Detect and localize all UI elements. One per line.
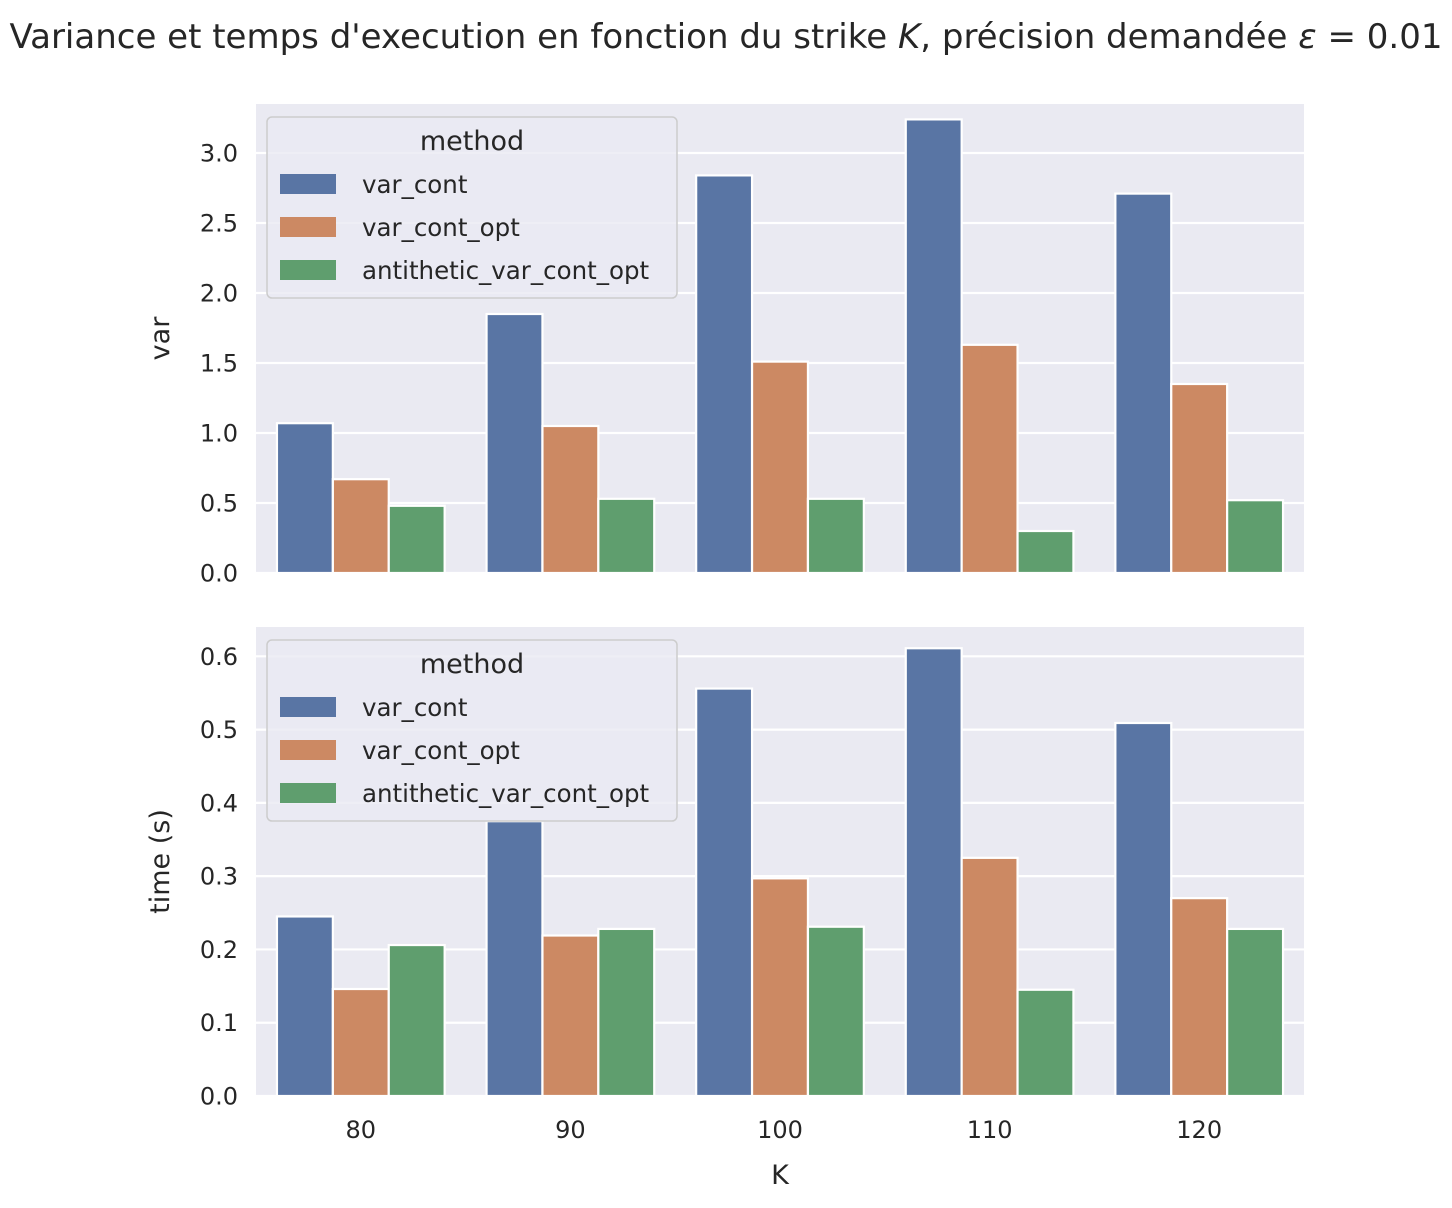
bar-antithetic_var_cont_opt-80: [387, 943, 446, 1098]
bar-var_cont-110: [904, 647, 963, 1098]
legend-label-antithetic_var_cont_opt: antithetic_var_cont_opt: [362, 256, 650, 285]
y-tick-label: 0.0: [200, 560, 238, 588]
legend-frame: [266, 639, 678, 822]
bar-var_cont_opt-90: [541, 424, 600, 575]
legend-swatch-var_cont: [280, 174, 336, 194]
y-tick-label: 0.1: [200, 1009, 238, 1037]
bar-var_cont-80: [275, 915, 334, 1098]
y-tick-label: 0.3: [200, 863, 238, 891]
legend-swatch-antithetic_var_cont_opt: [280, 260, 336, 280]
y-tick-label: 2.5: [200, 210, 238, 238]
bar-antithetic_var_cont_opt-120: [1226, 927, 1285, 1098]
y-tick-label: 2.0: [200, 280, 238, 308]
bar-var_cont_opt-110: [960, 343, 1019, 575]
bar-antithetic_var_cont_opt-120: [1226, 499, 1285, 575]
bar-antithetic_var_cont_opt-80: [387, 504, 446, 575]
bar-var_cont_opt-100: [750, 877, 810, 1098]
bar-var_cont-90: [485, 820, 544, 1098]
bar-var_cont_opt-110: [960, 856, 1019, 1098]
legend: method var_cont var_cont_opt antithetic_var…: [266, 116, 678, 299]
bar-var_cont_opt-80: [331, 987, 390, 1098]
x-tick-label: 80: [346, 1116, 377, 1144]
bar-antithetic_var_cont_opt-100: [806, 497, 865, 575]
legend-label-var_cont_opt: var_cont_opt: [362, 736, 520, 765]
time-panel: 0.0 0.1 0.2 0.3 0.4 0.5 0.6 80 90 100 110 120 time (…: [145, 627, 1304, 1191]
y-tick-label: 1.5: [200, 350, 238, 378]
y-tick-label: 0.4: [200, 789, 238, 817]
bar-antithetic_var_cont_opt-110: [1016, 529, 1075, 575]
legend-frame: [266, 116, 678, 299]
y-axis-label: var: [145, 316, 176, 361]
bar-var_cont_opt-120: [1170, 382, 1229, 575]
x-tick-label: 120: [1176, 1116, 1222, 1144]
legend-label-var_cont_opt: var_cont_opt: [362, 213, 520, 242]
bar-var_cont-80: [275, 422, 334, 575]
bar-antithetic_var_cont_opt-90: [597, 497, 656, 575]
x-tick-label: 90: [555, 1116, 586, 1144]
bar-var_cont-120: [1114, 192, 1173, 575]
y-tick-label: 0.5: [200, 716, 238, 744]
bar-antithetic_var_cont_opt-110: [1016, 988, 1075, 1098]
y-axis-label: time (s): [145, 809, 176, 914]
legend-title: method: [420, 649, 524, 680]
legend-swatch-var_cont_opt: [280, 217, 336, 237]
bar-var_cont-100: [695, 687, 754, 1098]
x-tick-label: 110: [967, 1116, 1013, 1144]
legend: method var_cont var_cont_opt antithetic_var…: [266, 639, 678, 822]
legend-swatch-antithetic_var_cont_opt: [280, 783, 336, 803]
bar-var_cont_opt-100: [750, 360, 810, 575]
legend-label-var_cont: var_cont: [362, 693, 468, 722]
bar-var_cont-90: [485, 312, 544, 575]
bar-var_cont-110: [904, 118, 963, 575]
bar-var_cont_opt-90: [541, 934, 600, 1098]
legend-title: method: [420, 126, 524, 157]
y-tick-label: 0.0: [200, 1083, 238, 1111]
bar-var_cont-120: [1114, 721, 1173, 1098]
bar-antithetic_var_cont_opt-100: [806, 925, 865, 1098]
legend-label-var_cont: var_cont: [362, 170, 468, 199]
bar-antithetic_var_cont_opt-90: [597, 927, 656, 1098]
bar-var_cont_opt-80: [331, 478, 390, 575]
y-tick-label: 0.5: [200, 490, 238, 518]
y-tick-label: 1.0: [200, 420, 238, 448]
bar-var_cont_opt-120: [1170, 897, 1229, 1098]
variance-panel: 0.0 0.5 1.0 1.5 2.0 2.5 3.0 var method var_contva…: [145, 104, 1304, 588]
legend-label-antithetic_var_cont_opt: antithetic_var_cont_opt: [362, 779, 650, 808]
legend-swatch-var_cont: [280, 697, 336, 717]
chart-title: Variance et temps d'execution en fonctio…: [9, 17, 1442, 57]
legend-swatch-var_cont_opt: [280, 740, 336, 760]
bar-var_cont-100: [695, 174, 754, 575]
x-axis-label: K: [771, 1160, 790, 1191]
y-tick-label: 3.0: [200, 140, 238, 168]
x-tick-label: 100: [757, 1116, 803, 1144]
y-tick-label: 0.6: [200, 643, 238, 671]
y-tick-label: 0.2: [200, 936, 238, 964]
